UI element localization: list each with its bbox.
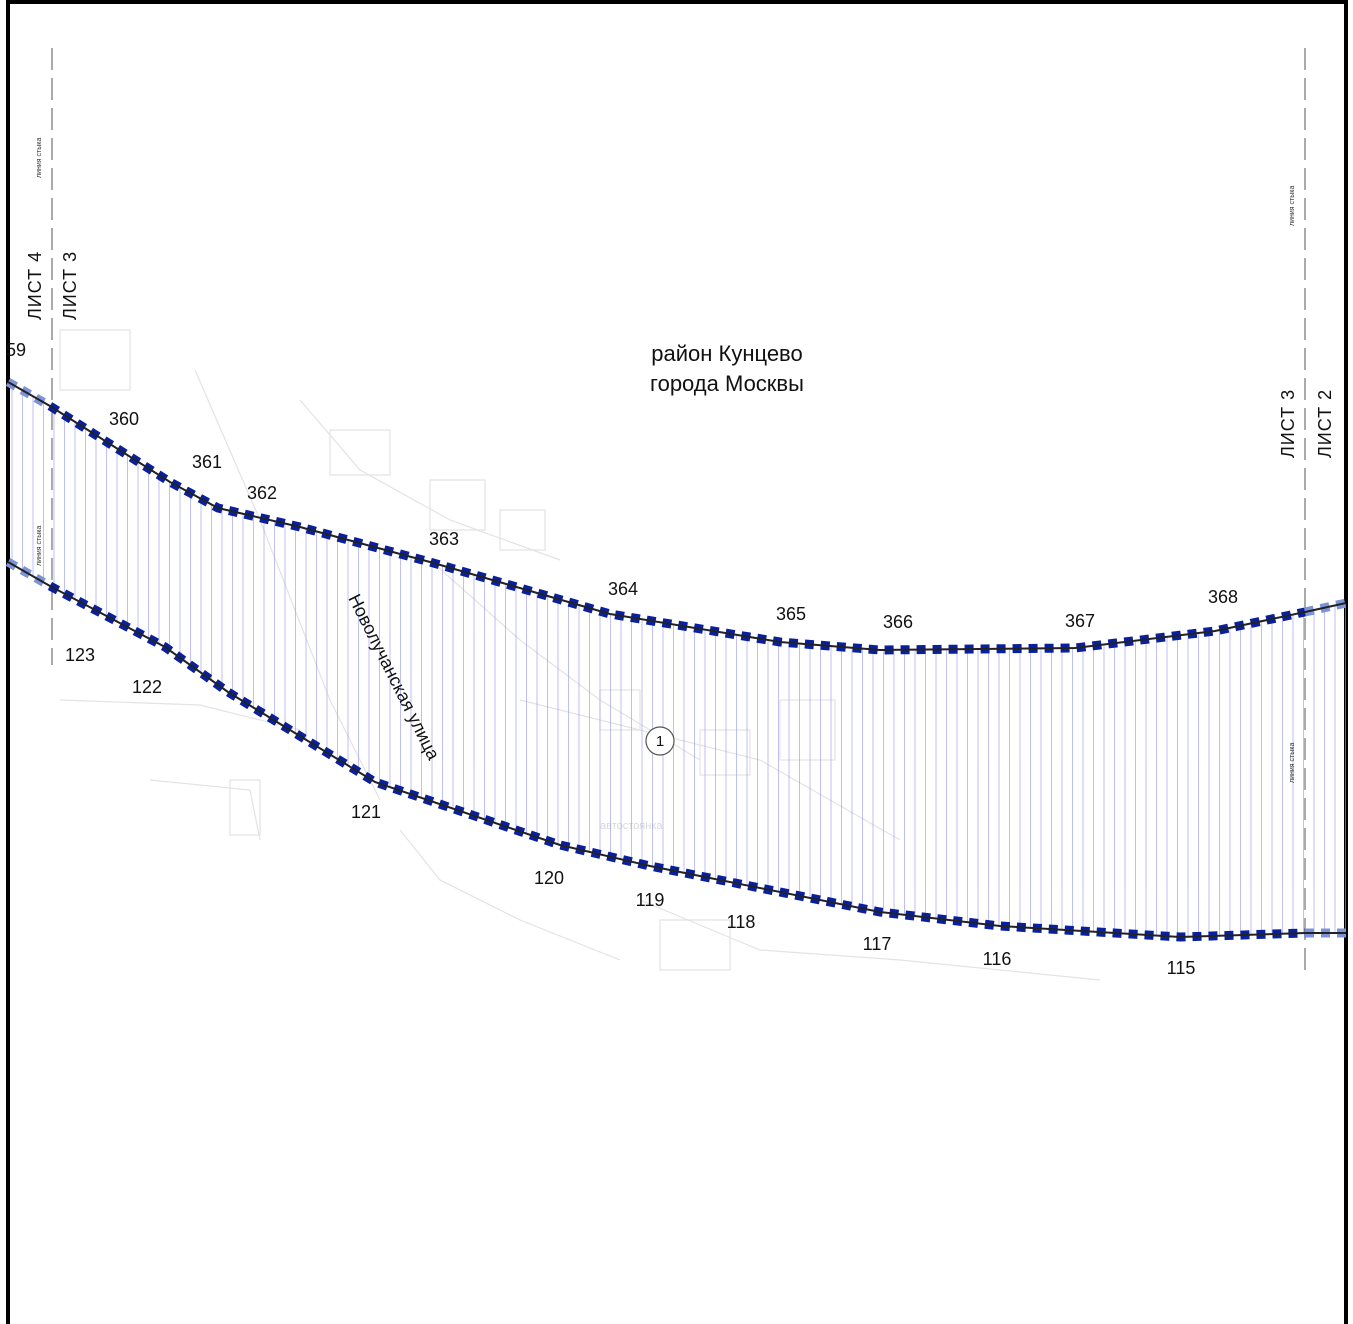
top-boundary-dashed (47, 402, 1306, 655)
street-label: Новолучанская улица (344, 591, 444, 764)
top-point-label-367: 367 (1065, 611, 1095, 631)
top-boundary-line (7, 381, 1347, 652)
joint-label-right-bottom: линия стыка (1289, 743, 1296, 783)
point-labels: 360 361 362 363 364 365 366 367 368 123 122 121 120 1… (65, 409, 1238, 978)
bottom-point-label-118: 118 (727, 912, 756, 932)
joint-label-right-top: линия стыка (1289, 186, 1296, 226)
top-point-label-360: 360 (109, 409, 139, 429)
zone-number: 1 (656, 733, 664, 750)
top-point-label-366: 366 (883, 612, 913, 632)
sheet-label-right-inner: ЛИСТ 3 (1278, 389, 1298, 458)
bottom-point-label-123: 123 (65, 645, 95, 665)
bottom-point-label-116: 116 (983, 949, 1012, 969)
top-point-label-368: 368 (1208, 587, 1238, 607)
top-point-label-363: 363 (429, 529, 459, 549)
bottom-boundary-line (7, 561, 1346, 939)
zone-number-circle (645, 726, 675, 756)
sheet-label-left-outer: ЛИСТ 4 (25, 251, 45, 320)
bottom-point-label-119: 119 (636, 890, 665, 910)
sheet-label-right-outer: ЛИСТ 2 (1315, 389, 1335, 458)
background-topography: автостоянка (59, 329, 1101, 981)
cut-point-label: 59 (6, 340, 26, 360)
top-point-label-365: 365 (776, 604, 806, 624)
bottom-point-label-117: 117 (863, 934, 892, 954)
sheet-label-left-inner: ЛИСТ 3 (60, 251, 80, 320)
top-point-label-361: 361 (192, 452, 222, 472)
map-frame (6, 0, 1348, 1324)
top-point-label-362: 362 (247, 483, 277, 503)
bottom-point-label-120: 120 (534, 868, 564, 888)
district-label-line2: города Москвы (650, 371, 804, 396)
zone-boundaries (5, 378, 1347, 942)
bottom-point-label-122: 122 (132, 677, 162, 697)
joint-label-left-bottom: линия стыка (36, 526, 43, 566)
top-point-label-364: 364 (608, 579, 638, 599)
district-label-line1: район Кунцево (651, 341, 803, 366)
bottom-point-label-115: 115 (1167, 958, 1196, 978)
bottom-point-label-121: 121 (351, 802, 381, 822)
joint-label-left-top: линия стыка (36, 138, 43, 178)
